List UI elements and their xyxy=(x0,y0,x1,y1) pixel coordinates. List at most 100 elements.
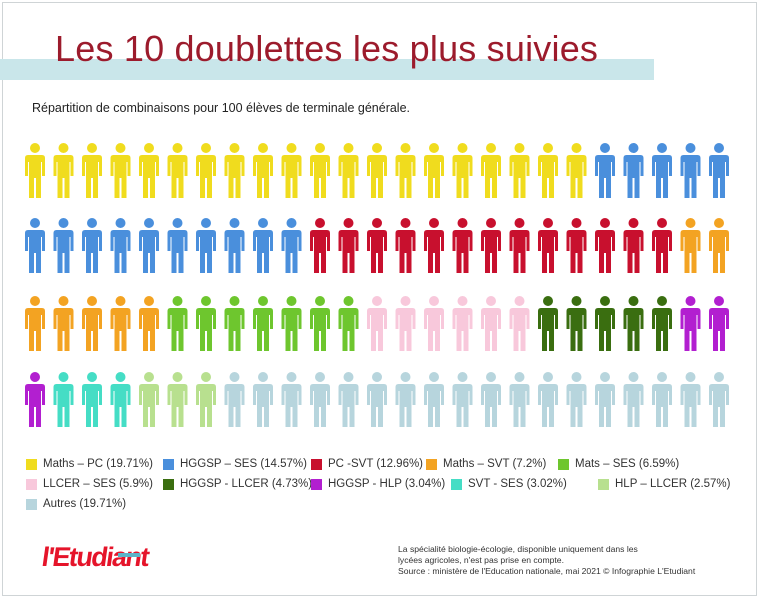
person-icon xyxy=(652,143,672,198)
legend-swatch xyxy=(26,458,37,470)
person-icon xyxy=(595,143,615,198)
person-icon xyxy=(196,218,216,273)
person-icon xyxy=(310,218,330,273)
person-icon xyxy=(224,143,245,198)
person-icon xyxy=(566,296,587,351)
person-icon xyxy=(167,372,188,427)
person-icon xyxy=(623,143,644,198)
person-icon xyxy=(139,143,159,198)
legend-item: Maths – PC (19.71%) xyxy=(26,458,153,470)
legend-item: SVT - SES (3.02%) xyxy=(451,478,567,490)
chart-title: Les 10 doublettes les plus suivies xyxy=(55,28,599,69)
person-icon xyxy=(110,296,131,351)
person-icon xyxy=(424,218,444,273)
person-icon xyxy=(509,372,530,427)
person-icon xyxy=(395,143,416,198)
logo-accent-bar xyxy=(118,553,140,557)
legend-item: HLP – LLCER (2.57%) xyxy=(598,478,730,490)
person-icon xyxy=(82,218,102,273)
person-icon xyxy=(481,296,501,351)
person-icon xyxy=(595,372,615,427)
person-icon xyxy=(709,372,729,427)
legend-label: Maths – SVT (7.2%) xyxy=(443,458,547,470)
legend-label: HGGSP - LLCER (4.73%) xyxy=(180,478,313,490)
person-icon xyxy=(538,296,558,351)
person-icon xyxy=(452,143,473,198)
person-icon xyxy=(224,296,245,351)
person-icon xyxy=(680,218,701,273)
person-icon xyxy=(110,218,131,273)
person-icon xyxy=(452,372,473,427)
legend-label: LLCER – SES (5.9%) xyxy=(43,478,153,490)
person-icon xyxy=(139,218,159,273)
legend-label: HGGSP - HLP (3.04%) xyxy=(328,478,446,490)
person-icon xyxy=(53,218,74,273)
person-icon xyxy=(167,218,188,273)
legend-swatch xyxy=(311,458,322,470)
person-icon xyxy=(338,372,359,427)
person-icon xyxy=(395,218,416,273)
person-icon xyxy=(538,218,558,273)
person-icon xyxy=(253,372,273,427)
legend-item: Autres (19.71%) xyxy=(26,498,126,510)
legend-swatch xyxy=(163,478,174,490)
legend-item: Maths – SVT (7.2%) xyxy=(426,458,546,470)
person-icon xyxy=(253,296,273,351)
person-icon xyxy=(709,296,729,351)
person-icon xyxy=(680,296,701,351)
source-line: Source : ministère de l'Education nation… xyxy=(398,566,696,576)
person-icon xyxy=(452,296,473,351)
person-icon xyxy=(82,143,102,198)
person-icon xyxy=(595,218,615,273)
legend-swatch xyxy=(598,478,609,490)
person-icon xyxy=(139,296,159,351)
person-icon xyxy=(709,143,729,198)
legend-swatch xyxy=(426,458,437,470)
person-icon xyxy=(424,372,444,427)
legend-swatch xyxy=(451,478,462,490)
person-icon xyxy=(509,143,530,198)
person-icon xyxy=(424,296,444,351)
legend-swatch xyxy=(558,458,569,470)
person-icon xyxy=(338,143,359,198)
person-icon xyxy=(424,143,444,198)
note-line-1: La spécialité biologie-écologie, disponi… xyxy=(398,544,638,554)
person-icon xyxy=(538,143,558,198)
person-icon xyxy=(652,218,672,273)
legend-label: HGGSP – SES (14.57%) xyxy=(180,458,307,470)
person-icon xyxy=(53,372,74,427)
legend-item: PC -SVT (12.96%) xyxy=(311,458,423,470)
legend-swatch xyxy=(26,498,37,510)
person-icon xyxy=(367,372,387,427)
person-icon xyxy=(623,296,644,351)
legend-item: Mats – SES (6.59%) xyxy=(558,458,679,470)
legend-label: PC -SVT (12.96%) xyxy=(328,458,424,470)
person-icon xyxy=(167,143,188,198)
legend-label: SVT - SES (3.02%) xyxy=(468,478,567,490)
person-icon xyxy=(566,372,587,427)
person-icon xyxy=(367,218,387,273)
person-icon xyxy=(196,296,216,351)
legend-swatch xyxy=(163,458,174,470)
person-icon xyxy=(680,143,701,198)
legend-item: HGGSP - HLP (3.04%) xyxy=(311,478,445,490)
person-icon xyxy=(652,372,672,427)
person-icon xyxy=(82,296,102,351)
title-highlight-band xyxy=(0,59,654,80)
person-icon xyxy=(338,296,359,351)
person-icon xyxy=(139,372,159,427)
person-icon xyxy=(395,372,416,427)
legend-label: Mats – SES (6.59%) xyxy=(575,458,680,470)
person-icon xyxy=(566,218,587,273)
person-icon xyxy=(509,218,530,273)
person-icon xyxy=(25,143,45,198)
person-icon xyxy=(481,218,501,273)
pictogram-grid xyxy=(25,143,729,427)
chart-subtitle: Répartition de combinaisons pour 100 élè… xyxy=(32,101,411,115)
person-icon xyxy=(680,372,701,427)
legend-label: Maths – PC (19.71%) xyxy=(43,458,153,470)
person-icon xyxy=(253,143,273,198)
legend-swatch xyxy=(311,478,322,490)
person-icon xyxy=(25,372,45,427)
